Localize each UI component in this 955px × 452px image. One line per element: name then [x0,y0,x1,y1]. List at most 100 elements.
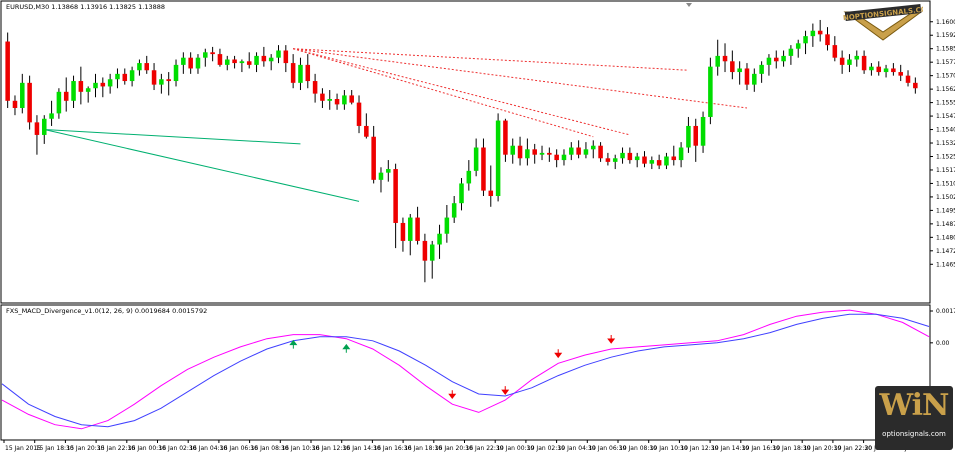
trendline [293,48,689,71]
candle-body [334,99,340,105]
candle-body [781,55,786,62]
candle-body [349,95,354,103]
candle-body [407,217,413,241]
candle-body [627,152,633,161]
trendlines [44,48,748,202]
price-y-tick-label: 1.15625 [936,86,955,93]
price-y-tick-label: 1.15250 [936,153,955,160]
candle-body [298,64,303,83]
price-y-axis: 1.16000 1.15925 1.15850 1.15775 1.15700 1.156… [930,19,955,268]
price-pane-title: EURUSD,M30 1.13868 1.13916 1.13825 1.138… [6,3,165,11]
candle-body [188,57,193,69]
win-logo-mark: WiN [879,388,950,423]
x-tick-label: 19 Jan 22:30 [834,445,872,452]
indicator-pane-title: FXS_MACD_Divergence_v1.0(12, 26, 9) 0.00… [6,307,207,315]
sell-arrow [448,390,457,400]
candle-body [27,82,32,123]
price-y-tick-label: 1.15700 [936,73,955,80]
candle-body [56,91,62,114]
candle-body [386,169,391,173]
candle-body [495,120,501,197]
candle-body [451,203,457,218]
candle-body [590,145,596,150]
candle-body [488,190,494,197]
candle-body [473,147,479,171]
chart-shift-marker [686,3,692,7]
macd-series-line [1,309,930,430]
candle-body [107,79,113,87]
x-tick-label: 16 Jan 02:30 [159,445,197,452]
candle-body [100,82,106,87]
candle-body [795,43,801,49]
candle-body [20,82,25,108]
x-tick-label: 15 Jan 18:30 [36,445,74,452]
candle-body [766,57,772,65]
x-tick-label: 15 Jan 22:30 [97,445,135,452]
candle-body [913,82,918,89]
x-tick-label: 19 Jan 20:30 [803,445,841,452]
candle-body [276,50,281,58]
x-tick-label: 16 Jan 04:30 [189,445,227,452]
candle-body [905,75,911,83]
x-tick-label: 16 Jan 08:30 [251,445,289,452]
x-tick-label: 16 Jan 12:30 [312,445,350,452]
candle-body [503,120,508,155]
price-y-tick-label: 1.14800 [936,234,955,241]
trendline [293,48,748,109]
candle-body [722,55,728,62]
candle-body [268,57,274,62]
candle-body [532,149,537,155]
indicator-pane-frame [0,304,931,441]
candle-body [85,88,91,92]
x-tick-label: 15 Jan 20:30 [66,445,104,452]
candle-body [825,34,830,46]
candle-body [5,41,10,101]
x-tick-label: 16 Jan 10:30 [281,445,319,452]
x-tick-label: 19 Jan 10:30 [650,445,688,452]
candle-body [210,52,215,55]
candle-body [810,30,816,37]
candle-body [283,50,289,64]
buy-arrow [342,343,351,353]
candle-body [261,55,267,62]
candle-body [744,68,750,85]
sell-arrow [554,349,563,359]
candle-body [290,63,296,83]
candle-body [422,240,428,261]
candle-body [217,54,223,65]
x-tick-label: 19 Jan 04:30 [558,445,596,452]
x-tick-label: 16 Jan 22:30 [466,445,504,452]
candle-body [737,68,742,73]
candle-body [554,154,559,161]
candle-body [137,63,142,71]
candle-body [708,66,713,117]
candle-body [429,244,435,261]
candle-body [869,66,874,71]
candle-body [327,99,333,101]
candle-body [400,222,406,241]
sell-arrow [607,334,616,344]
candle-body [671,156,677,161]
x-tick-label: 16 Jan 06:30 [220,445,258,452]
candle-body [144,63,150,71]
sell-arrow [501,386,510,395]
win-options-logo: WiN optionsignals.com [875,386,953,450]
watermark-logo: WINOPTIONSIGNALS.COM [843,4,923,41]
x-tick-label: 16 Jan 00:30 [128,445,166,452]
price-pane-frame [0,0,931,304]
candle-body [356,102,362,126]
candle-body [788,48,794,56]
candle-body [437,233,442,245]
candle-body [224,59,230,65]
x-tick-label: 19 Jan 08:30 [619,445,657,452]
x-tick-label: 19 Jan 14:30 [711,445,749,452]
candle-body [605,158,611,162]
candle-body [620,152,625,159]
candle-body [561,154,567,161]
candle-body [254,55,259,65]
candle-body [583,149,589,155]
candle-body [876,66,882,73]
x-tick-label: 19 Jan 00:30 [496,445,534,452]
price-y-tick-label: 1.14725 [936,248,955,255]
candle-body [715,55,720,67]
